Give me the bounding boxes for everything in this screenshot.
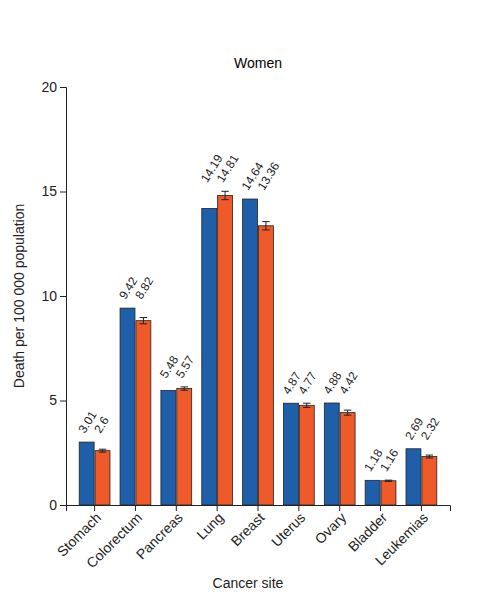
error-bar bbox=[303, 403, 310, 407]
data-label: 8.82 bbox=[132, 274, 156, 302]
data-label: 1.16 bbox=[377, 446, 401, 474]
tick: Lung bbox=[193, 505, 226, 543]
data-label: 4.42 bbox=[336, 369, 360, 397]
tick-label: Colorectum bbox=[83, 509, 145, 571]
y-axis: 0 5 10 15 20 bbox=[41, 79, 66, 513]
bar bbox=[218, 195, 233, 505]
tick: Colorectum bbox=[83, 505, 145, 571]
data-label: 2.6 bbox=[91, 414, 112, 436]
x-axis: StomachColorectumPancreasLungBreastUteru… bbox=[54, 505, 451, 571]
tick: 15 bbox=[41, 183, 66, 199]
bar bbox=[177, 389, 192, 505]
tick: Breast bbox=[228, 505, 268, 549]
y-axis-title: Death per 100 000 population bbox=[11, 204, 27, 388]
tick-label: Lung bbox=[193, 509, 226, 542]
data-label: 14.81 bbox=[214, 152, 242, 185]
tick-mark bbox=[217, 505, 218, 511]
x-axis-title: Cancer site bbox=[213, 575, 284, 591]
error-bar bbox=[385, 480, 392, 481]
tick-mark bbox=[94, 505, 95, 511]
bar bbox=[381, 481, 396, 505]
tick-label: 20 bbox=[41, 79, 57, 95]
bar bbox=[340, 413, 355, 505]
bar bbox=[95, 451, 110, 505]
chart: 3.012.69.428.825.485.5714.1914.8114.6413… bbox=[0, 0, 493, 595]
tick: 5 bbox=[49, 392, 66, 408]
tick-label: Pancreas bbox=[133, 509, 186, 562]
data-label: 13.36 bbox=[255, 159, 283, 192]
tick-mark bbox=[60, 296, 66, 297]
tick-label: Breast bbox=[228, 509, 268, 549]
tick: Leukemias bbox=[372, 505, 431, 568]
tick-mark bbox=[60, 192, 66, 193]
series bbox=[95, 191, 437, 505]
tick-label: Leukemias bbox=[372, 509, 431, 568]
series bbox=[79, 199, 421, 505]
bar bbox=[422, 457, 437, 505]
tick: Ovary bbox=[312, 505, 350, 547]
plot: 3.012.69.428.825.485.5714.1914.8114.6413… bbox=[41, 79, 450, 571]
bar bbox=[120, 308, 135, 505]
bar bbox=[202, 208, 217, 505]
data-labels: 3.012.69.428.825.485.5714.1914.8114.6413… bbox=[75, 152, 442, 474]
tick-mark bbox=[60, 505, 66, 506]
tick: 10 bbox=[41, 288, 66, 304]
bar bbox=[406, 449, 421, 505]
error-bar bbox=[262, 222, 269, 230]
marks bbox=[79, 191, 437, 505]
bar bbox=[79, 442, 94, 505]
bar bbox=[283, 403, 298, 505]
tick-label: 10 bbox=[41, 288, 57, 304]
bar bbox=[243, 199, 258, 505]
tick-label: Uterus bbox=[268, 509, 308, 549]
error-bar bbox=[426, 455, 433, 458]
axis-line bbox=[67, 506, 451, 512]
bar bbox=[365, 480, 380, 505]
error-bar bbox=[344, 410, 351, 415]
bar bbox=[136, 321, 151, 505]
tick-mark bbox=[298, 505, 299, 511]
bar bbox=[299, 405, 314, 505]
tick-mark bbox=[339, 505, 340, 511]
tick-mark bbox=[258, 505, 259, 511]
tick: 0 bbox=[49, 497, 66, 513]
tick: Uterus bbox=[268, 505, 308, 550]
tick-mark bbox=[176, 505, 177, 511]
tick: Pancreas bbox=[133, 505, 186, 562]
tick-mark bbox=[60, 401, 66, 402]
tick-mark bbox=[421, 505, 422, 511]
tick-mark bbox=[135, 505, 136, 511]
data-label: 5.57 bbox=[173, 353, 197, 381]
tick-label: 0 bbox=[49, 497, 57, 513]
error-bar bbox=[181, 387, 188, 390]
bar bbox=[161, 390, 176, 505]
tick: 20 bbox=[41, 79, 66, 95]
tick-label: 5 bbox=[49, 392, 57, 408]
error-bar bbox=[221, 191, 228, 199]
tick-label: 15 bbox=[41, 183, 57, 199]
error-bar bbox=[99, 449, 106, 452]
tick-mark bbox=[380, 505, 381, 511]
tick-label: Ovary bbox=[312, 509, 350, 547]
data-label: 4.77 bbox=[295, 369, 319, 397]
data-label: 2.32 bbox=[418, 415, 442, 443]
tick-mark bbox=[60, 87, 66, 88]
title: Women bbox=[234, 55, 282, 71]
bar bbox=[258, 226, 273, 505]
axis-line bbox=[60, 88, 67, 506]
error-bar bbox=[140, 318, 147, 324]
bar bbox=[324, 403, 339, 505]
